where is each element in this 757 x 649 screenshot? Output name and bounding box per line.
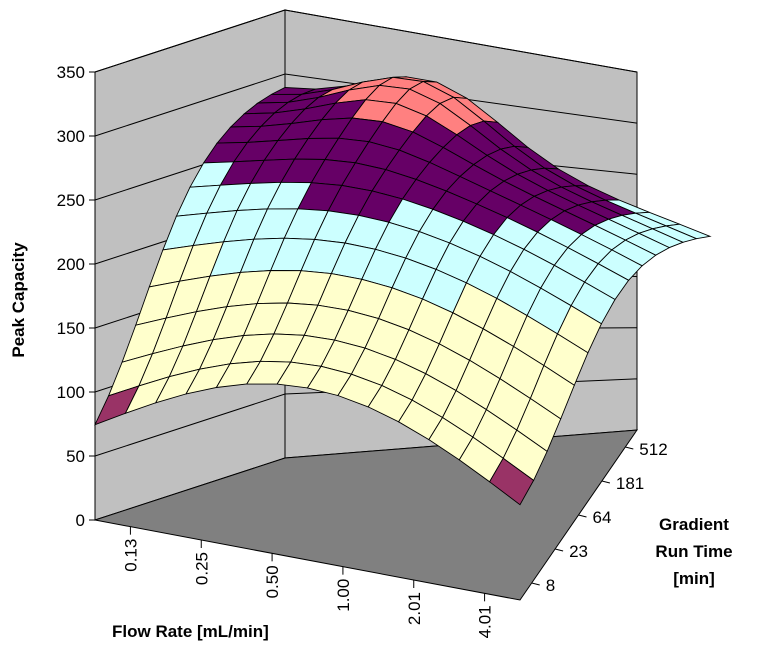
y-tick-label: 512 [639, 440, 667, 459]
y-axis-title-line-2: Run Time [655, 542, 732, 561]
x-tick-label: 0.50 [263, 565, 282, 598]
z-axis-title: Peak Capacity [9, 242, 28, 358]
x-tick-label: 4.01 [476, 605, 495, 638]
z-axis-ticks: 0 50 100 150 200 250 300 350 [57, 63, 95, 530]
y-tick-mark [625, 446, 634, 450]
x-tick-label: 0.13 [121, 539, 140, 572]
z-tick-label: 350 [57, 63, 85, 82]
x-tick-label: 1.00 [334, 579, 353, 612]
x-tick-label: 2.01 [405, 592, 424, 625]
y-tick-mark [554, 548, 564, 552]
y-tick-mark [531, 582, 540, 586]
x-axis-title: Flow Rate [mL/min] [112, 622, 269, 641]
y-axis-title-line-1: Gradient [659, 515, 729, 534]
z-tick-label: 250 [57, 191, 85, 210]
y-tick-label: 64 [593, 508, 612, 527]
x-tick-label: 0.25 [192, 552, 211, 585]
x-axis-ticks: 0.13 0.25 0.50 1.00 2.01 4.01 [121, 526, 495, 638]
surface-mesh [94, 76, 712, 506]
z-tick-label: 100 [57, 383, 85, 402]
y-tick-label: 181 [616, 474, 644, 493]
z-tick-label: 200 [57, 255, 85, 274]
surface-cell [489, 457, 535, 506]
z-tick-label: 50 [66, 447, 85, 466]
y-tick-label: 23 [569, 542, 588, 561]
gridline [94, 9, 638, 73]
y-tick-label: 8 [546, 576, 555, 595]
y-tick-mark [601, 480, 611, 484]
gridline [94, 73, 638, 137]
z-tick-label: 300 [57, 127, 85, 146]
y-tick-mark [578, 514, 587, 518]
z-tick-label: 0 [76, 511, 85, 530]
z-tick-label: 150 [57, 319, 85, 338]
y-axis-title-line-3: [min] [673, 569, 715, 588]
